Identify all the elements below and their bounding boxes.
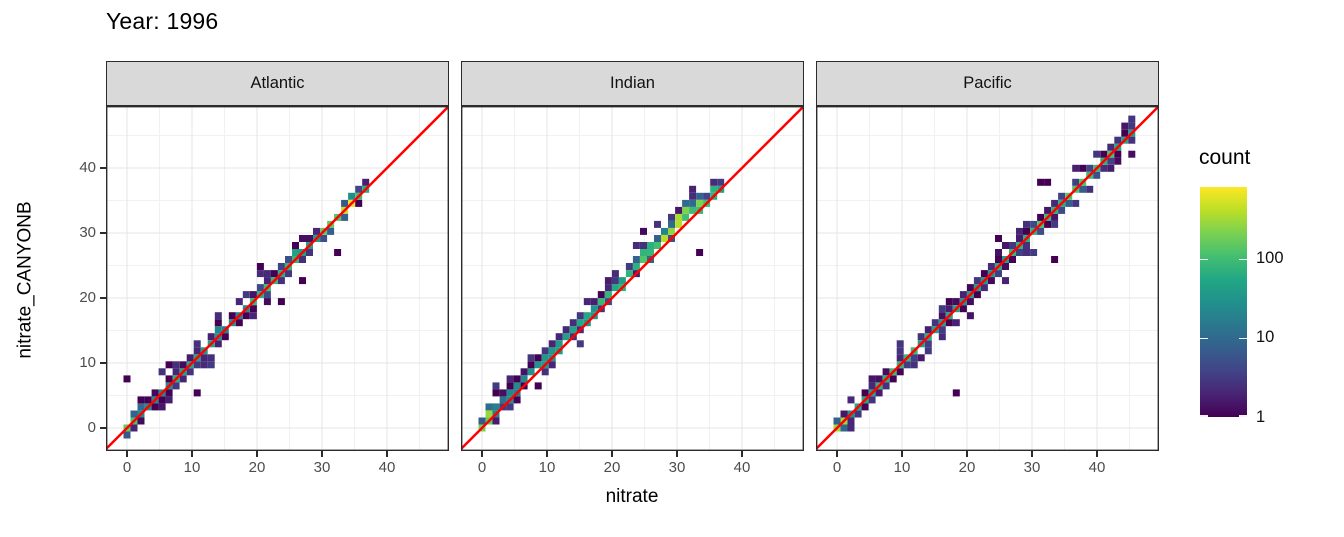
x-tick-mark xyxy=(676,451,678,457)
x-tick-label: 30 xyxy=(1023,459,1041,476)
x-tick-mark xyxy=(611,451,613,457)
y-tick-label: 20 xyxy=(79,289,96,306)
x-tick-label: 10 xyxy=(183,459,201,476)
legend-title: count xyxy=(1199,146,1251,169)
x-tick-label: 10 xyxy=(893,459,911,476)
y-tick-mark xyxy=(100,427,106,429)
identity-line xyxy=(816,106,1159,451)
x-tick-label: 20 xyxy=(958,459,976,476)
colorbar-tick xyxy=(1239,415,1247,417)
colorbar-tick xyxy=(1239,337,1247,340)
x-tick-mark xyxy=(126,451,128,457)
x-tick-label: 10 xyxy=(538,459,556,476)
colorbar-label: 10 xyxy=(1256,328,1275,347)
colorbar-label: 100 xyxy=(1256,249,1284,267)
x-tick-mark xyxy=(191,451,193,457)
x-tick-mark xyxy=(256,451,258,457)
facet-strip-label: Atlantic xyxy=(250,74,305,92)
x-tick-mark xyxy=(836,451,838,457)
colorbar-tick xyxy=(1200,337,1208,340)
x-tick-mark xyxy=(966,451,968,457)
x-tick-mark xyxy=(1096,451,1098,457)
colorbar-tick xyxy=(1200,415,1208,417)
facet-strip-label: Pacific xyxy=(963,74,1012,92)
x-tick-label: 40 xyxy=(378,459,396,476)
colorbar-label: 1 xyxy=(1256,407,1266,426)
y-tick-label: 40 xyxy=(79,159,96,176)
legend-colorbar xyxy=(1200,187,1247,417)
x-tick-label: 30 xyxy=(668,459,686,476)
x-axis-title: nitrate xyxy=(605,486,659,507)
x-tick-mark xyxy=(1031,451,1033,457)
x-tick-mark xyxy=(546,451,548,457)
facet-strip-indian: Indian xyxy=(461,61,804,106)
facet-strip-label: Indian xyxy=(610,74,655,92)
facet-strip-atlantic: Atlantic xyxy=(106,61,449,106)
y-tick-mark xyxy=(100,232,106,234)
y-tick-label: 0 xyxy=(87,419,96,436)
x-tick-label: 0 xyxy=(122,459,132,476)
x-tick-label: 40 xyxy=(1088,459,1106,476)
x-tick-mark xyxy=(481,451,483,457)
x-tick-label: 20 xyxy=(603,459,621,476)
y-axis-title: nitrate_CANYONB xyxy=(14,201,36,359)
x-tick-mark xyxy=(321,451,323,457)
bins-layer xyxy=(833,115,1136,432)
y-tick-label: 10 xyxy=(79,354,96,371)
panel-pacific xyxy=(816,106,1159,451)
colorbar-tick xyxy=(1200,258,1208,261)
identity-line xyxy=(106,106,449,451)
x-tick-label: 40 xyxy=(733,459,751,476)
y-tick-label: 30 xyxy=(79,224,96,241)
x-tick-label: 0 xyxy=(832,459,842,476)
y-tick-mark xyxy=(100,167,106,169)
y-tick-mark xyxy=(100,362,106,364)
x-tick-label: 30 xyxy=(313,459,331,476)
chart-title: Year: 1996 xyxy=(106,8,219,34)
identity-line xyxy=(461,106,804,451)
x-tick-label: 20 xyxy=(248,459,266,476)
panel-indian xyxy=(461,106,804,451)
panel-atlantic xyxy=(106,106,449,451)
y-tick-mark xyxy=(100,297,106,299)
colorbar-tick xyxy=(1239,258,1247,261)
facet-strip-pacific: Pacific xyxy=(816,61,1159,106)
x-tick-mark xyxy=(386,451,388,457)
x-tick-mark xyxy=(741,451,743,457)
x-tick-label: 0 xyxy=(477,459,487,476)
x-tick-mark xyxy=(901,451,903,457)
